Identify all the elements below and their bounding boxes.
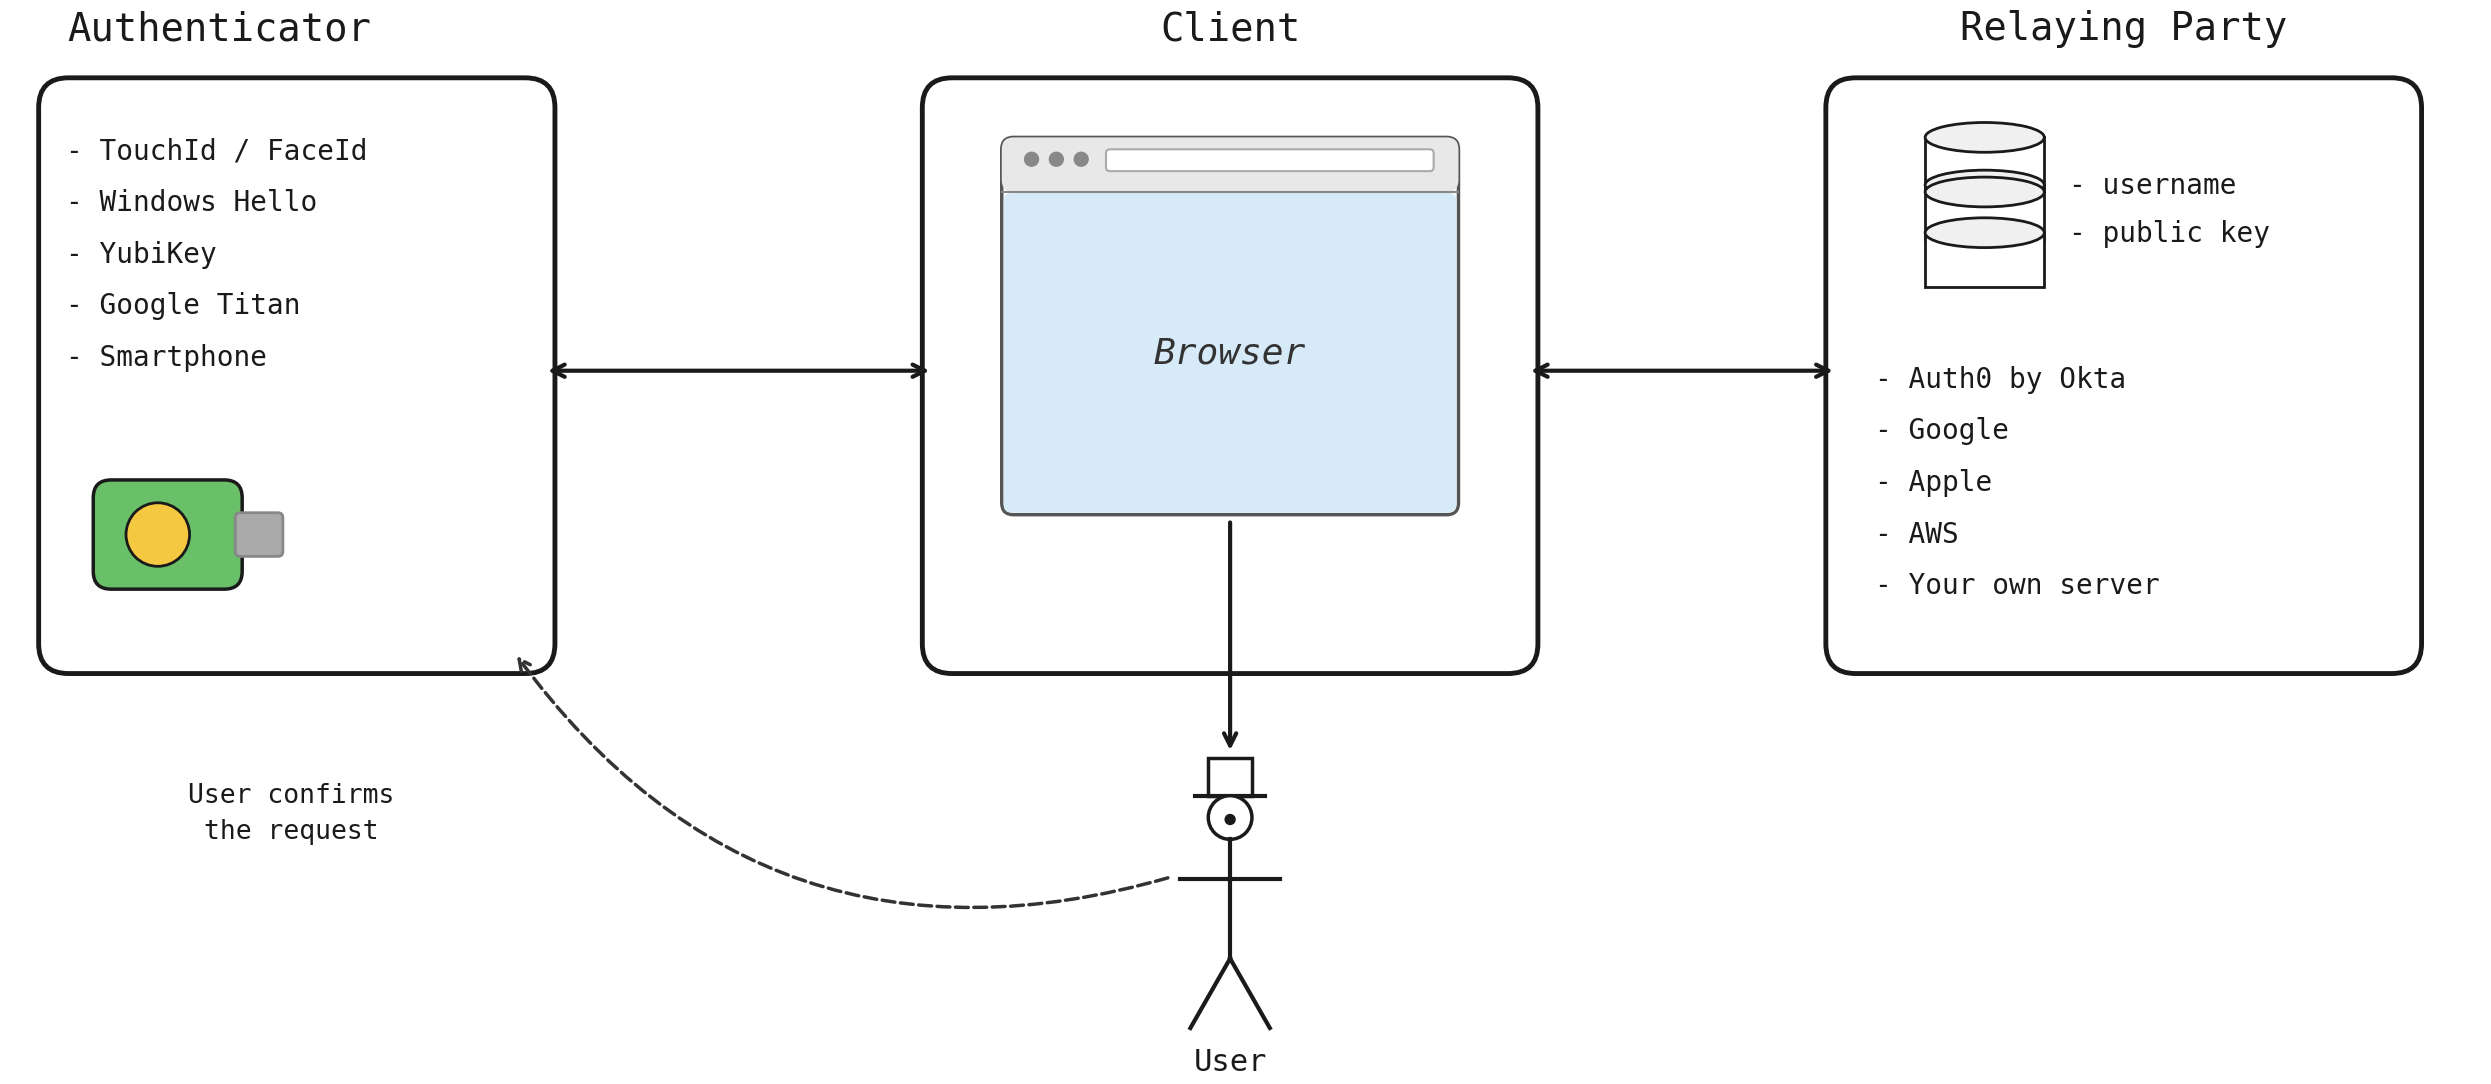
Text: Relaying Party: Relaying Party — [1960, 10, 2287, 48]
Text: - Windows Hello: - Windows Hello — [67, 189, 319, 217]
Text: - Apple: - Apple — [1876, 469, 1993, 498]
FancyBboxPatch shape — [1826, 78, 2421, 673]
Circle shape — [1024, 152, 1039, 166]
Ellipse shape — [1926, 177, 2045, 207]
Bar — [1926, 185, 2045, 240]
Bar — [1926, 233, 2045, 287]
Text: - Your own server: - Your own server — [1876, 572, 2160, 601]
Bar — [1926, 185, 2045, 240]
Circle shape — [1226, 814, 1236, 825]
Text: Client: Client — [1161, 10, 1300, 48]
Bar — [1208, 758, 1253, 796]
Bar — [1926, 138, 2045, 192]
Ellipse shape — [1926, 218, 2045, 247]
Text: - AWS: - AWS — [1876, 520, 1960, 549]
FancyBboxPatch shape — [1001, 138, 1457, 192]
Text: - Google: - Google — [1876, 417, 2010, 446]
Ellipse shape — [1926, 170, 2045, 199]
Text: Browser: Browser — [1153, 336, 1305, 371]
Bar — [1926, 138, 2045, 192]
Text: Authenticator: Authenticator — [67, 10, 371, 48]
Text: User: User — [1193, 1048, 1268, 1076]
FancyBboxPatch shape — [234, 513, 284, 556]
Text: - username: - username — [2070, 172, 2237, 201]
Bar — [1926, 233, 2045, 287]
Text: - YubiKey: - YubiKey — [67, 241, 217, 269]
FancyBboxPatch shape — [1004, 193, 1457, 513]
Text: - Google Titan: - Google Titan — [67, 293, 301, 320]
FancyBboxPatch shape — [1001, 138, 1457, 515]
FancyBboxPatch shape — [1106, 150, 1435, 171]
Circle shape — [1049, 152, 1064, 166]
Circle shape — [1208, 796, 1253, 839]
Text: - Smartphone: - Smartphone — [67, 344, 267, 372]
Circle shape — [127, 503, 189, 566]
Text: - TouchId / FaceId: - TouchId / FaceId — [67, 138, 369, 166]
Circle shape — [1074, 152, 1089, 166]
Ellipse shape — [1926, 122, 2045, 152]
Text: - Auth0 by Okta: - Auth0 by Okta — [1876, 365, 2127, 393]
FancyArrowPatch shape — [518, 659, 1168, 907]
Text: User confirms
the request: User confirms the request — [187, 783, 394, 844]
Text: - public key: - public key — [2070, 220, 2269, 248]
FancyBboxPatch shape — [40, 78, 555, 673]
FancyBboxPatch shape — [922, 78, 1537, 673]
FancyBboxPatch shape — [92, 480, 242, 589]
